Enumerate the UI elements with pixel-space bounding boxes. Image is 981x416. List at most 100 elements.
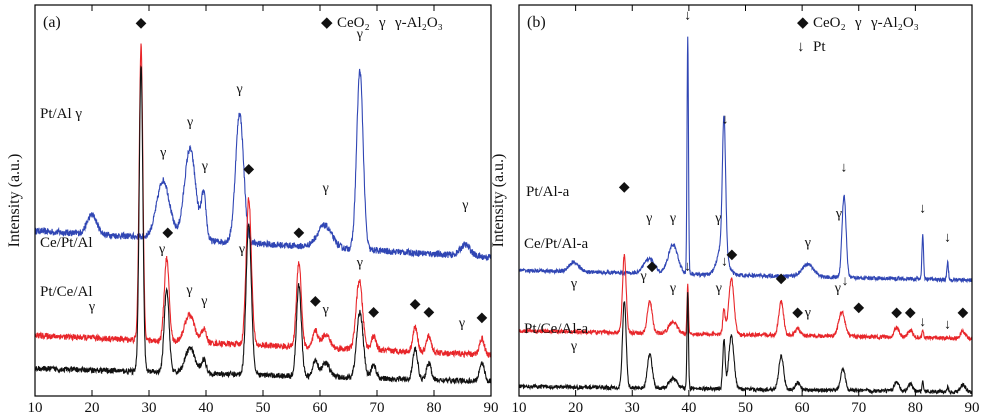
panel-label: (a) [43,14,61,31]
legend-symbol: ↓ [797,39,805,55]
peak-marker: γ [186,115,193,130]
x-tick-label: 70 [370,400,385,416]
x-tick-label: 60 [313,400,328,416]
x-tick-label: 10 [28,400,43,416]
legend-entry: CeO₂ [813,15,846,31]
series-line-ce-pt-al-a [519,253,972,342]
legend-entry: Pt [813,39,826,55]
series-label: Pt/Ce/Al-a [524,321,589,337]
peak-marker: γ [159,145,166,160]
peak-marker: γ [714,211,721,226]
peak-marker: ↓ [684,259,691,274]
x-axis-title: 2θ (°) [727,414,764,416]
x-axis-title: 2θ (°) [245,414,282,416]
peak-marker: ◆ [727,247,738,262]
x-tick-label: 40 [681,400,696,416]
peak-marker: γ [185,283,192,298]
x-tick-label: 50 [256,400,271,416]
peak-marker: γ [669,211,676,226]
peak-marker: γ [322,181,329,196]
peak-marker: γ [834,281,841,296]
peak-marker: ◆ [136,16,147,31]
peak-marker: ◆ [792,305,803,320]
legend-entry: γ-Al₂O₃ [870,15,919,31]
x-tick-label: 50 [738,400,753,416]
peak-marker: γ [804,235,811,250]
peak-marker: ↓ [842,274,849,289]
series-line-pt-al [35,68,491,262]
legend-symbol: ◆ [321,15,333,31]
peak-marker: ◆ [776,272,787,287]
peak-marker: γ [356,27,363,42]
x-tick-label: 30 [625,400,640,416]
peak-marker: γ [835,206,842,221]
peak-marker: ◆ [958,305,969,320]
legend-symbol: ◆ [797,15,809,31]
legend-entry: CeO₂ [337,15,370,31]
peak-marker: ◆ [891,305,902,320]
peak-marker: ↓ [684,8,691,23]
peak-marker: ◆ [368,305,379,320]
peak-marker: ◆ [410,297,421,312]
x-tick-label: 90 [484,400,499,416]
series-line-pt-al-a [519,36,972,284]
peak-marker: ◆ [294,225,305,240]
x-tick-label: 20 [85,400,100,416]
peak-marker: γ [570,339,577,354]
peak-marker: ◆ [853,301,864,316]
peak-marker: ◆ [619,180,630,195]
panel-a: 10 20 30 40 50 60 70 80 90 2θ (°) Intensity (a.u.)… [6,4,499,416]
peak-marker: ↓ [944,231,951,246]
series-label: Pt/Al-a [526,184,570,200]
panel-label: (b) [527,14,546,31]
peak-marker: γ [322,302,329,317]
x-tick-label: 70 [851,400,866,416]
x-tick-label: 80 [908,400,923,416]
legend-symbol: γ [854,15,862,31]
peak-marker: γ [715,281,722,296]
legend-symbol: γ [378,15,386,31]
panel-b: 10 20 30 40 50 60 70 80 90 2θ (°) Intensity (a.u.)… [490,4,980,416]
peak-marker: γ [458,316,465,331]
y-axis-title: Intensity (a.u.) [6,154,23,248]
x-tick-label: 60 [795,400,810,416]
peak-marker: γ [804,305,811,320]
x-tick-label: 80 [427,400,442,416]
series-label: Ce/Pt/Al [40,235,93,251]
y-axis-title: Intensity (a.u.) [490,154,507,248]
peak-marker: ◆ [647,259,658,274]
peak-marker: γ [570,276,577,291]
peak-marker: γ [461,198,468,213]
peak-marker: ◆ [423,305,434,320]
peak-marker: γ [639,269,646,284]
x-tick-label: 20 [568,400,583,416]
peak-marker: ↓ [722,112,729,127]
series-line-pt-ce-al [35,65,491,385]
peak-marker: ◆ [905,305,916,320]
peak-marker: γ [236,82,243,97]
peak-marker: γ [356,256,363,271]
x-tick-label: 10 [512,400,527,416]
series-label: Ce/Pt/Al-a [524,236,589,252]
peak-marker: ↓ [721,255,728,270]
peak-marker: γ [669,281,676,296]
peak-marker: γ [238,242,245,257]
series-line-pt-ce-al-a [519,292,972,396]
x-tick-label: 90 [965,400,980,416]
legend-entry: γ-Al₂O₃ [394,15,443,31]
peak-marker: γ [158,242,165,257]
peak-marker: γ [201,159,208,174]
peak-marker: ↓ [919,202,926,217]
peak-marker: ↓ [944,317,951,332]
peak-marker: ◆ [476,311,487,326]
peak-marker: ◆ [162,225,173,240]
peak-marker: γ [645,211,652,226]
peak-marker: ◆ [310,294,321,309]
series-line-ce-pt-al [35,43,491,359]
x-tick-label: 40 [199,400,214,416]
series-label: Pt/Ce/Al [40,284,93,300]
peak-marker: γ [88,300,95,315]
x-tick-label: 30 [142,400,157,416]
series-label: Pt/Al γ [40,106,82,122]
